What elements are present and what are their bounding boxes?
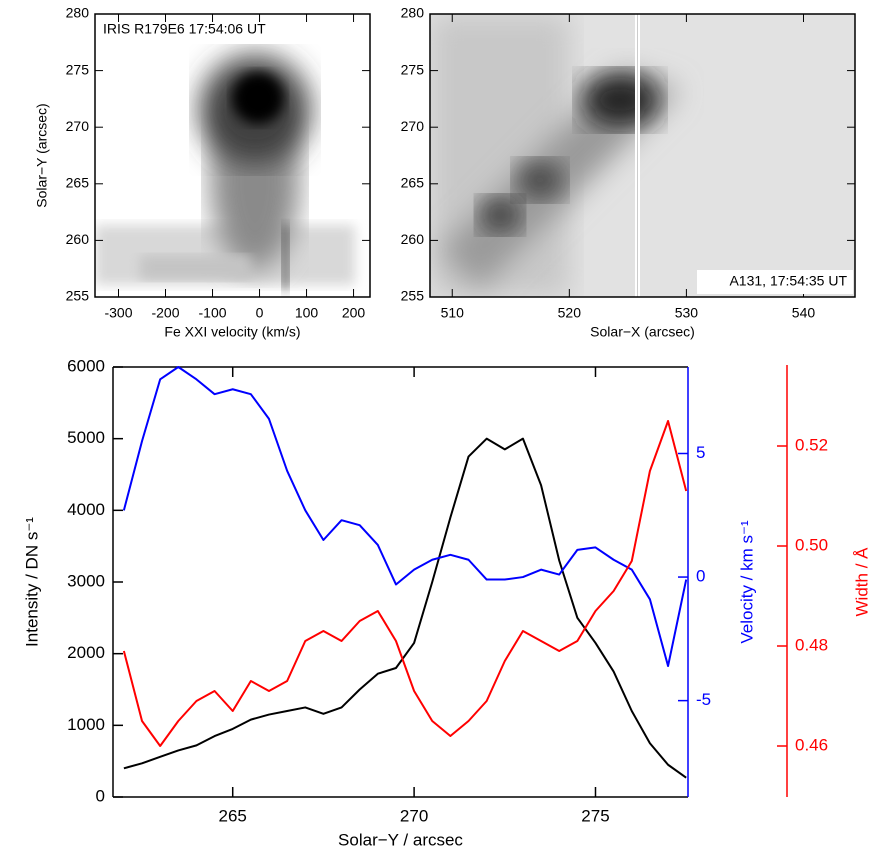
y3-tick-label: 0.50	[795, 535, 828, 554]
x-tick-label: 510	[441, 305, 465, 321]
x-axis-label: Solar−Y / arcsec	[338, 830, 463, 849]
x-axis-label: Solar−X (arcsec)	[590, 324, 695, 340]
y-tick-label: 0	[96, 786, 105, 805]
euv-image	[430, 14, 855, 297]
x-tick-label: 520	[558, 305, 582, 321]
y-tick-label: 2000	[67, 643, 105, 662]
y-tick-label: 3000	[67, 571, 105, 590]
x-tick-label: 275	[581, 806, 609, 825]
y-tick-label: 275	[66, 61, 90, 77]
series-line	[122, 366, 688, 668]
y-tick-label: 5000	[67, 428, 105, 447]
y-tick-label: 6000	[67, 356, 105, 375]
x-tick-label: 200	[342, 305, 366, 321]
y-tick-label: 265	[66, 175, 90, 191]
y3-axis-label: Width / Å	[852, 547, 871, 617]
series-line	[122, 420, 688, 747]
y-tick-label: 260	[401, 231, 425, 247]
frame	[94, 13, 371, 298]
spectral-image	[95, 14, 370, 297]
plot-layer: -300 -200 -100 0 100 200 255 260 265 270 275 280 Fe …	[22, 5, 871, 850]
panel-title: A131, 17:54:35 UT	[729, 273, 847, 289]
y3-tick-label: 0.46	[795, 735, 828, 754]
y-tick-label: 265	[401, 175, 425, 191]
y3-tick-label: 0.48	[795, 635, 828, 654]
y2-tick-label: -5	[696, 690, 711, 709]
y-tick-label: 280	[401, 5, 425, 21]
y3-tick-label: 0.52	[795, 435, 828, 454]
y-tick-label: 255	[401, 288, 425, 304]
x-tick-label: -100	[199, 305, 227, 321]
y-tick-label: 4000	[67, 500, 105, 519]
y-axis-label: Solar−Y (arcsec)	[34, 103, 50, 207]
x-tick-label: 540	[792, 305, 816, 321]
x-tick-label: 530	[675, 305, 699, 321]
x-tick-label: 0	[256, 305, 264, 321]
y2-tick-label: 5	[696, 443, 705, 462]
y-tick-label: 260	[66, 231, 90, 247]
y-tick-label: 1000	[67, 715, 105, 734]
y-tick-label: 280	[66, 5, 90, 21]
x-tick-label: -200	[151, 305, 179, 321]
y-tick-label: 270	[401, 118, 425, 134]
panel-title: IRIS R179E6 17:54:06 UT	[103, 21, 266, 37]
label-bg	[697, 270, 853, 294]
y-tick-label: 255	[66, 288, 90, 304]
x-tick-label: 270	[400, 806, 428, 825]
frame	[429, 13, 856, 298]
y2-tick-label: 0	[696, 567, 705, 586]
series-line	[123, 437, 687, 779]
y-tick-label: 275	[401, 61, 425, 77]
x-tick-label: -300	[104, 305, 132, 321]
x-tick-label: 100	[295, 305, 319, 321]
x-tick-label: 265	[219, 806, 247, 825]
y2-axis-label: Velocity / km s⁻¹	[737, 520, 756, 644]
y-tick-label: 270	[66, 118, 90, 134]
x-axis-label: Fe XXI velocity (km/s)	[164, 324, 300, 340]
y-axis-label: Intensity / DN s⁻¹	[22, 517, 41, 647]
